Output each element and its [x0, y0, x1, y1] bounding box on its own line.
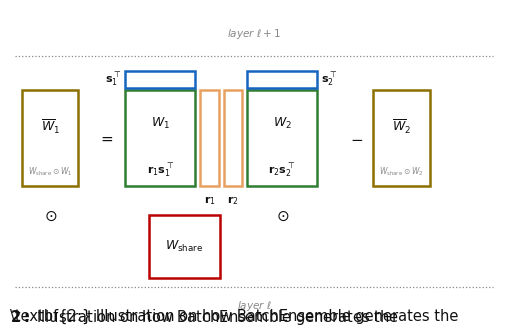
Text: $\mathbf{r}_1$: $\mathbf{r}_1$	[204, 194, 215, 207]
Text: $W_1$: $W_1$	[150, 116, 170, 131]
Text: $\mathbf{r}_2\mathbf{s}_2^\top$: $\mathbf{r}_2\mathbf{s}_2^\top$	[268, 161, 296, 179]
Text: $W_{\rm share}\odot W_2$: $W_{\rm share}\odot W_2$	[379, 166, 424, 178]
Bar	[125, 90, 196, 186]
Text: $\odot$: $\odot$	[276, 209, 289, 224]
Text: $-$: $-$	[350, 131, 363, 146]
Text: $W_{\rm share}\odot W_1$: $W_{\rm share}\odot W_1$	[28, 166, 73, 178]
Text: $\odot$: $\odot$	[44, 209, 57, 224]
Bar	[247, 90, 318, 186]
Text: $\mathbf{r}_1\mathbf{s}_1^\top$: $\mathbf{r}_1\mathbf{s}_1^\top$	[146, 161, 174, 179]
Text: $W_{\rm share}$: $W_{\rm share}$	[165, 239, 204, 254]
Bar	[22, 90, 78, 186]
Text: $\mathbf{s}_2^\top$: $\mathbf{s}_2^\top$	[321, 71, 337, 88]
Text: layer $\ell$: layer $\ell$	[237, 299, 271, 313]
Text: $\overline{W}_2$: $\overline{W}_2$	[392, 118, 411, 136]
Bar	[125, 71, 196, 89]
Bar	[224, 90, 242, 186]
Bar	[373, 90, 430, 186]
Text: $\mathbf{r}_2$: $\mathbf{r}_2$	[227, 194, 239, 207]
Text: \textbf{2:} Illustration on how BatchEnsemble generates the: \textbf{2:} Illustration on how BatchEns…	[10, 309, 459, 324]
Text: $=$: $=$	[98, 131, 114, 146]
Bar	[149, 215, 220, 278]
Bar	[200, 90, 219, 186]
Text: $\overline{W}_1$: $\overline{W}_1$	[41, 118, 60, 136]
Text: $\mathbf{s}_1^\top$: $\mathbf{s}_1^\top$	[105, 71, 121, 88]
Text: $\mathbf{2:}$ Illustration on how BatchEnsemble generates the: $\mathbf{2:}$ Illustration on how BatchE…	[10, 308, 399, 327]
Bar	[247, 71, 318, 89]
Text: layer $\ell + 1$: layer $\ell + 1$	[227, 27, 281, 41]
Text: $W_2$: $W_2$	[273, 116, 292, 131]
